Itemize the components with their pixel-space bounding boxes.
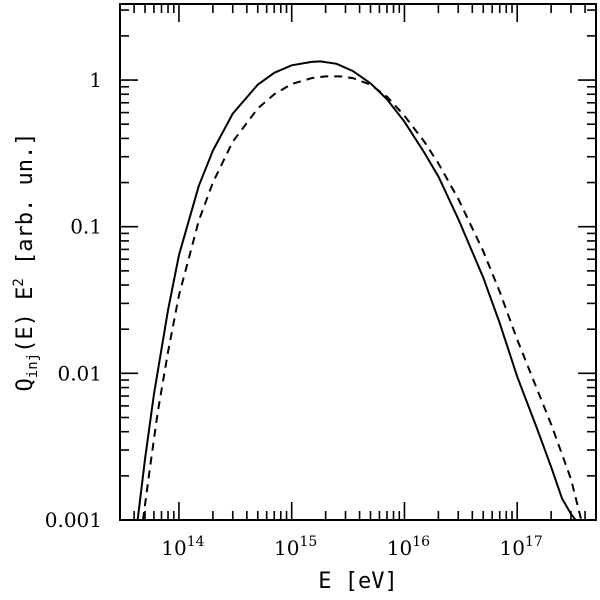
series-line-solid: [136, 60, 577, 520]
y-tick-label: 1: [89, 68, 102, 92]
y-axis-title-middle: (E) E: [13, 287, 38, 353]
plot-series: [136, 60, 583, 520]
tick-labels: 1014 1015 1016 1017 0.001 0.01 0.1 1: [45, 68, 543, 560]
plot-frame: [119, 3, 597, 521]
y-tick-label: 0.001: [45, 508, 102, 532]
x-tick-label: 1015: [274, 534, 317, 560]
y-axis-title: Qinj(E) E2 [arb. un.]: [11, 133, 41, 392]
axis-ticks: [119, 4, 597, 521]
y-tick-label: 0.1: [70, 215, 102, 239]
series-line-dashed: [142, 75, 583, 520]
x-axis-title: E [eV]: [318, 569, 397, 594]
x-tick-label: 1014: [161, 534, 204, 560]
y-axis-title-prefix: Q: [13, 378, 38, 391]
x-tick-label: 1017: [500, 534, 543, 560]
y-axis-title-superscript: 2: [11, 278, 27, 286]
x-tick-label: 1016: [387, 534, 430, 560]
y-axis-title-suffix: [arb. un.]: [13, 133, 38, 279]
y-axis-title-subscript: inj: [25, 353, 41, 378]
y-tick-label: 0.01: [57, 361, 102, 385]
